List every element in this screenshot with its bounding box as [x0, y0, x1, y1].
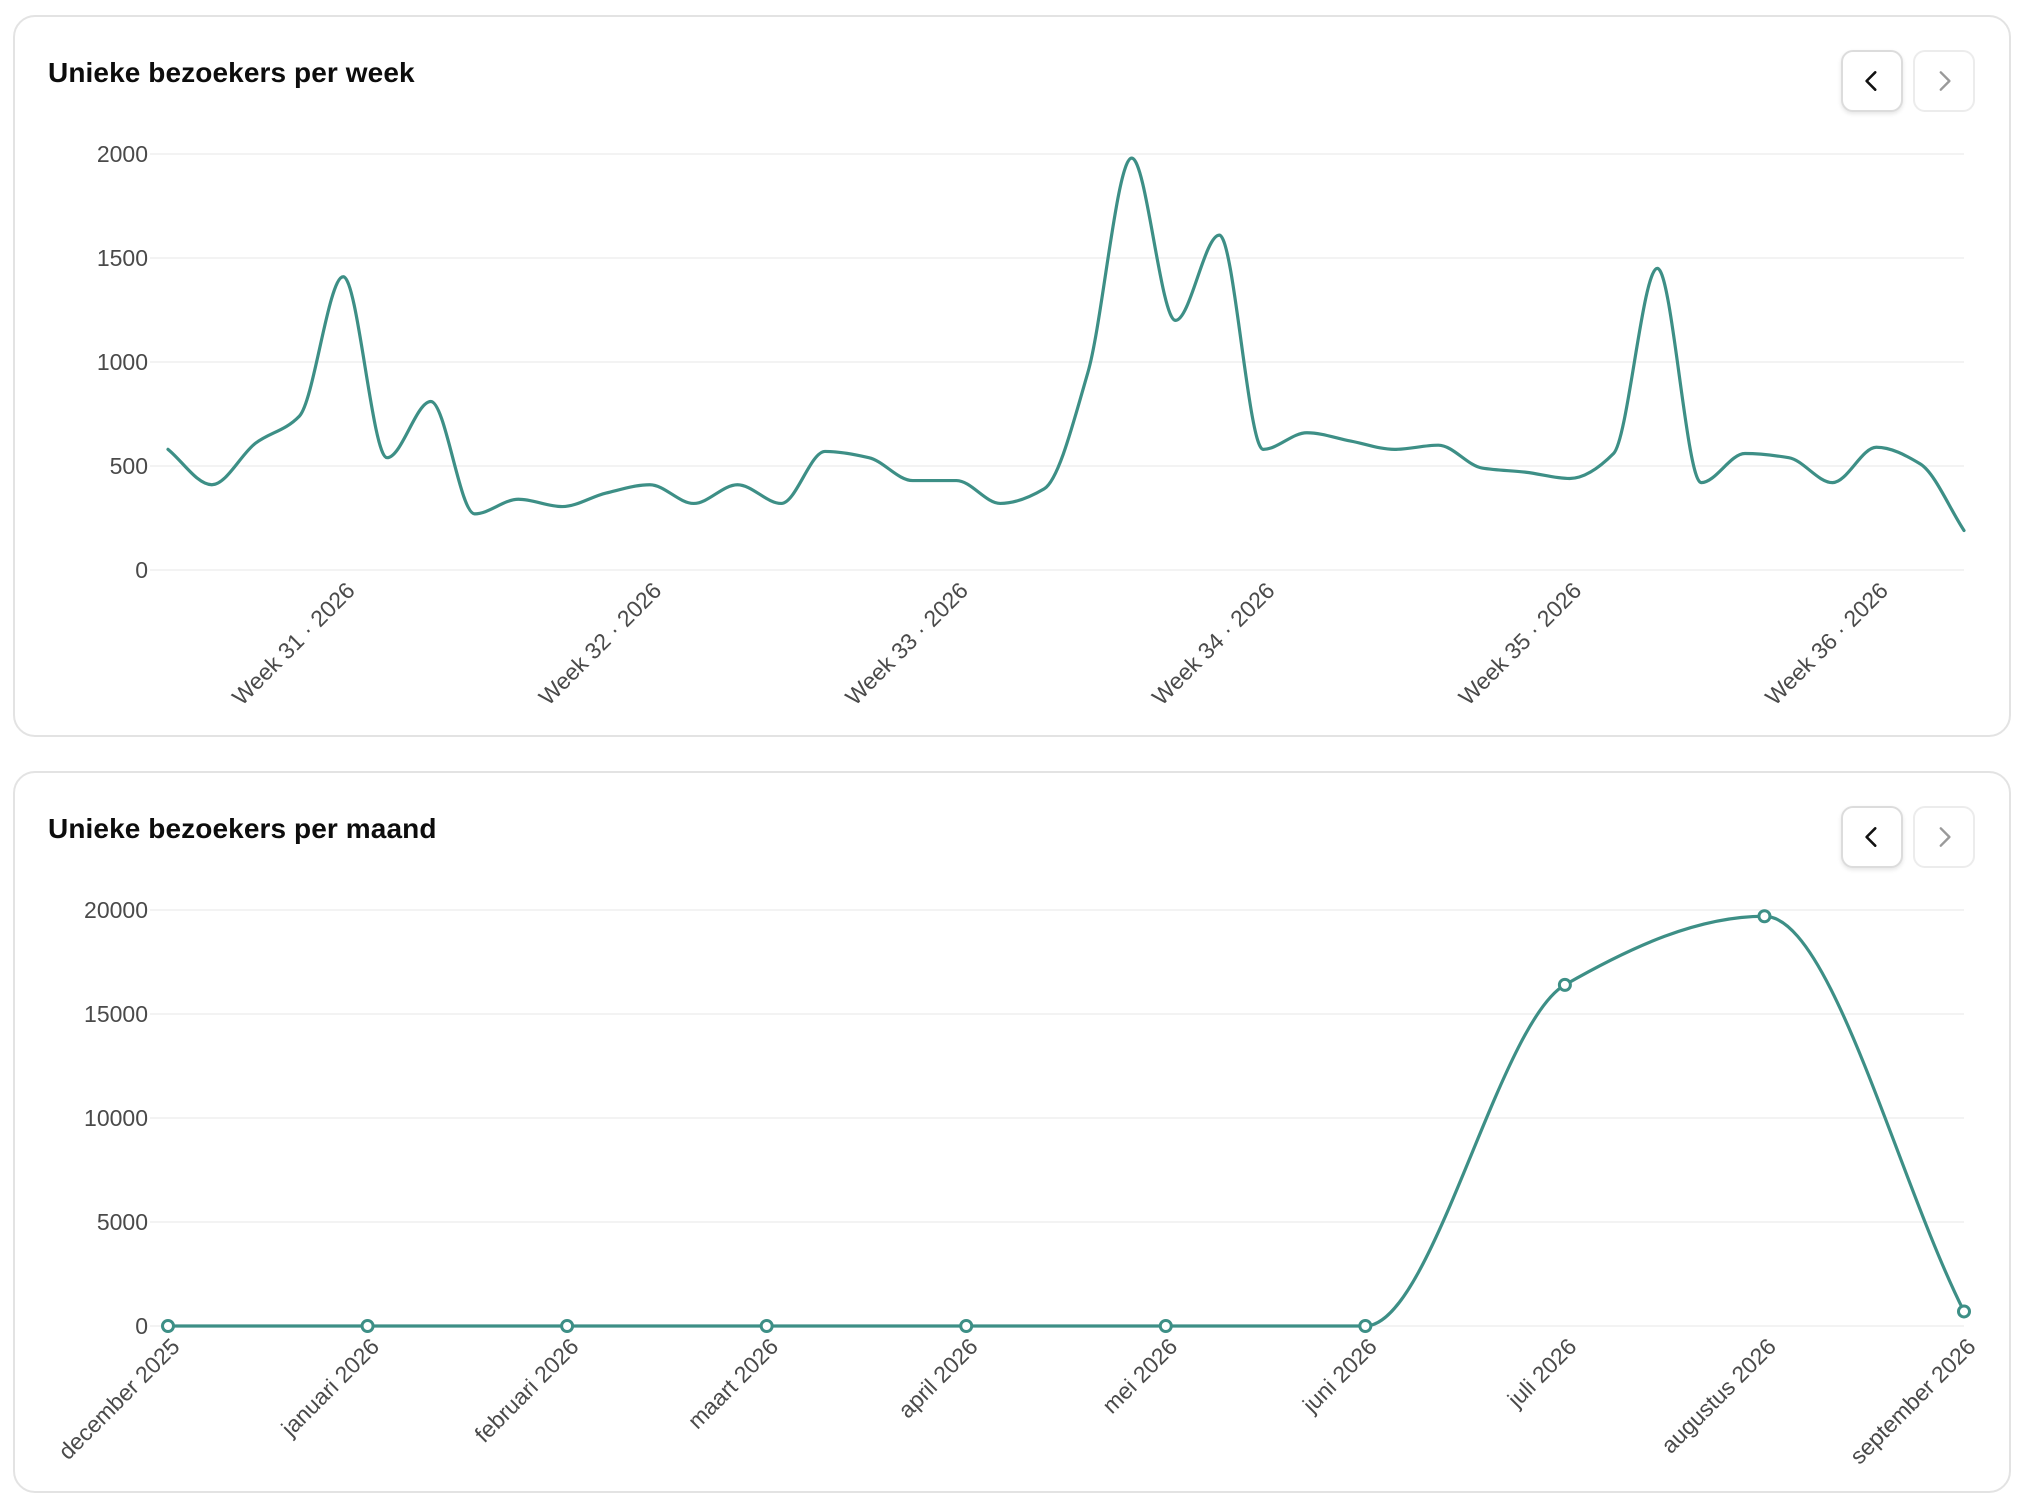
- x-tick-label: Week 31 · 2026: [227, 577, 360, 710]
- data-point[interactable]: [161, 1319, 175, 1333]
- x-tick-label: Week 32 · 2026: [533, 577, 666, 710]
- y-tick-label: 0: [135, 1313, 148, 1339]
- x-tick-label: juli 2026: [1502, 1333, 1582, 1413]
- x-tick-label: augustus 2026: [1656, 1333, 1781, 1458]
- previous-period-button[interactable]: [1841, 806, 1903, 868]
- weekly-visitors-card: Unieke bezoekers per week 0 500 1000 1500 20…: [13, 15, 2011, 737]
- x-tick-label: december 2025: [53, 1333, 184, 1464]
- x-tick-label: september 2026: [1845, 1333, 1981, 1469]
- chevron-left-icon: [1865, 71, 1877, 91]
- data-point[interactable]: [1757, 909, 1772, 924]
- data-point[interactable]: [1957, 1304, 1971, 1319]
- series-line: [166, 914, 1966, 1328]
- y-tick-label: 20000: [84, 897, 148, 923]
- chevron-left-icon: [1865, 827, 1877, 847]
- x-tick-label: Week 33 · 2026: [840, 577, 973, 710]
- next-period-button[interactable]: [1913, 806, 1975, 868]
- data-point[interactable]: [560, 1319, 575, 1333]
- monthly-line-chart: 0 5000 10000 15000 20000 december 2025 januari…: [53, 897, 1981, 1469]
- y-tick-label: 1000: [97, 349, 148, 375]
- x-tick-label: juni 2026: [1297, 1333, 1382, 1418]
- x-tick-label: Week 35 · 2026: [1453, 577, 1586, 710]
- monthly-chart-title: Unieke bezoekers per maand: [48, 813, 437, 844]
- x-tick-label: april 2026: [893, 1333, 983, 1423]
- x-tick-label: Week 36 · 2026: [1760, 577, 1893, 710]
- chevron-right-icon: [1939, 827, 1951, 847]
- x-tick-label: januari 2026: [275, 1333, 384, 1442]
- next-period-button[interactable]: [1913, 50, 1975, 112]
- weekly-chart-title: Unieke bezoekers per week: [48, 57, 415, 88]
- y-tick-label: 1500: [97, 245, 148, 271]
- x-tick-label: Week 34 · 2026: [1147, 577, 1280, 710]
- data-point[interactable]: [1358, 1319, 1373, 1333]
- data-point[interactable]: [759, 1319, 774, 1333]
- weekly-line-chart: 0 500 1000 1500 2000 Week 31 · 2026 Week 32 · …: [97, 141, 1966, 710]
- y-tick-label: 0: [135, 557, 148, 583]
- x-tick-label: mei 2026: [1097, 1333, 1182, 1418]
- chevron-right-icon: [1939, 71, 1951, 91]
- y-tick-label: 10000: [84, 1105, 148, 1131]
- y-tick-label: 2000: [97, 141, 148, 167]
- data-point[interactable]: [1557, 977, 1572, 992]
- data-point[interactable]: [1158, 1319, 1173, 1333]
- y-tick-label: 500: [110, 453, 148, 479]
- y-tick-label: 5000: [97, 1209, 148, 1235]
- x-tick-label: maart 2026: [683, 1333, 784, 1434]
- data-point[interactable]: [959, 1319, 974, 1333]
- previous-period-button[interactable]: [1841, 50, 1903, 112]
- y-tick-label: 15000: [84, 1001, 148, 1027]
- data-point[interactable]: [360, 1319, 375, 1333]
- series-line: [166, 156, 1966, 533]
- x-tick-label: februari 2026: [469, 1333, 583, 1447]
- monthly-visitors-card: Unieke bezoekers per maand 0 5000 10000 150…: [13, 771, 2011, 1493]
